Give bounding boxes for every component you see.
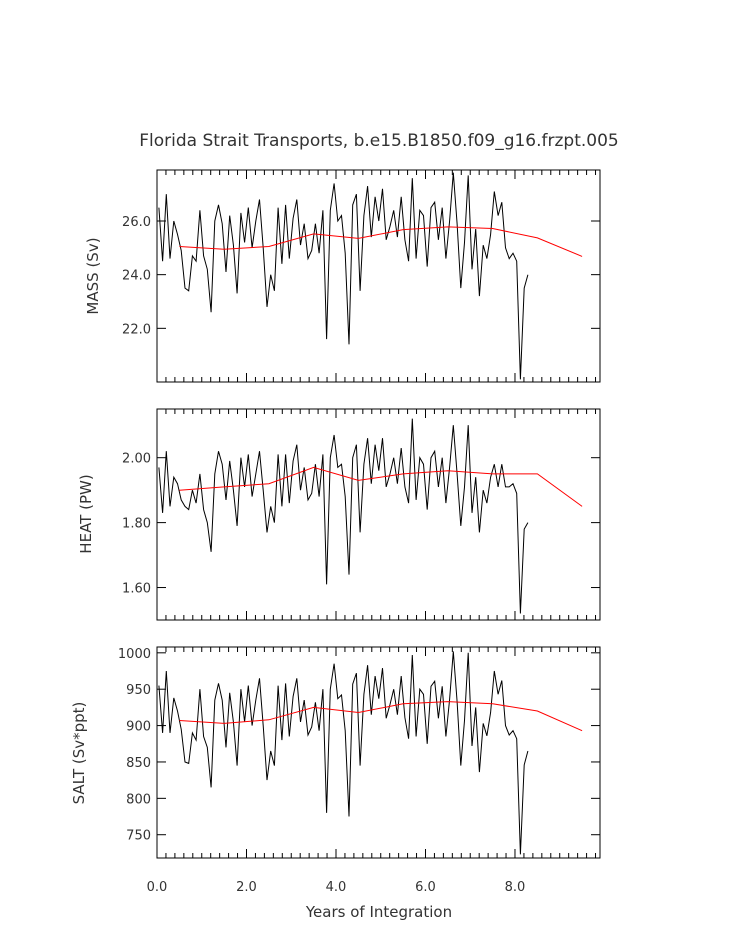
salt-panel: 750 800 850 900 950 1000 SALT (Sv*ppt): [70, 646, 601, 859]
heat-y-tick-label: 1.80: [122, 517, 151, 532]
mass-panel: 22.0 24.0 26.0 MASS (Sv): [84, 169, 601, 383]
x-tick-label: 2.0: [236, 880, 257, 895]
salt-y-tick-label: 1000: [118, 647, 151, 662]
mass-y-tick-label: 26.0: [122, 215, 151, 230]
salt-y-ticks: 750 800 850 900 950 1000: [118, 647, 600, 844]
mass-y-axis-label: MASS (Sv): [84, 237, 102, 314]
salt-y-axis-label: SALT (Sv*ppt): [70, 702, 88, 805]
x-tick-label: 4.0: [326, 880, 347, 895]
heat-series: [158, 418, 583, 614]
x-tick-labels: 0.0 2.0 4.0 6.0 8.0: [147, 880, 526, 895]
salt-plot-frame: [156, 646, 601, 859]
heat-y-ticks: 1.60 1.80 2.00: [122, 452, 600, 597]
heat-x-ticks: [156, 409, 597, 620]
mass-y-tick-label: 24.0: [122, 269, 151, 284]
chart-title: Florida Strait Transports, b.e15.B1850.f…: [139, 131, 619, 151]
x-tick-label: 8.0: [505, 880, 526, 895]
heat-monthly-line: [158, 418, 529, 614]
salt-annual-mean-line: [179, 701, 583, 732]
mass-annual-mean-line: [179, 226, 583, 257]
mass-plot-frame: [156, 169, 601, 383]
x-tick-label: 6.0: [415, 880, 436, 895]
salt-series: [158, 651, 583, 855]
heat-y-tick-label: 1.60: [122, 582, 151, 597]
salt-y-tick-label: 800: [126, 792, 151, 807]
x-axis-label: Years of Integration: [305, 903, 452, 921]
mass-monthly-line: [158, 172, 529, 380]
salt-y-tick-label: 750: [126, 829, 151, 844]
heat-plot-frame: [156, 408, 601, 621]
heat-y-tick-label: 2.00: [122, 452, 151, 467]
mass-x-ticks: [156, 170, 597, 382]
salt-x-ticks: [156, 647, 597, 858]
x-tick-label: 0.0: [147, 880, 168, 895]
heat-y-axis-label: HEAT (PW): [77, 474, 95, 553]
mass-y-tick-label: 22.0: [122, 322, 151, 337]
heat-annual-mean-line: [179, 466, 583, 507]
mass-series: [158, 172, 583, 380]
salt-monthly-line: [158, 651, 529, 855]
salt-y-tick-label: 950: [126, 683, 151, 698]
salt-y-tick-label: 850: [126, 756, 151, 771]
mass-y-ticks: 22.0 24.0 26.0: [122, 215, 600, 337]
heat-panel: 1.60 1.80 2.00 HEAT (PW): [77, 408, 601, 621]
salt-y-tick-label: 900: [126, 720, 151, 735]
